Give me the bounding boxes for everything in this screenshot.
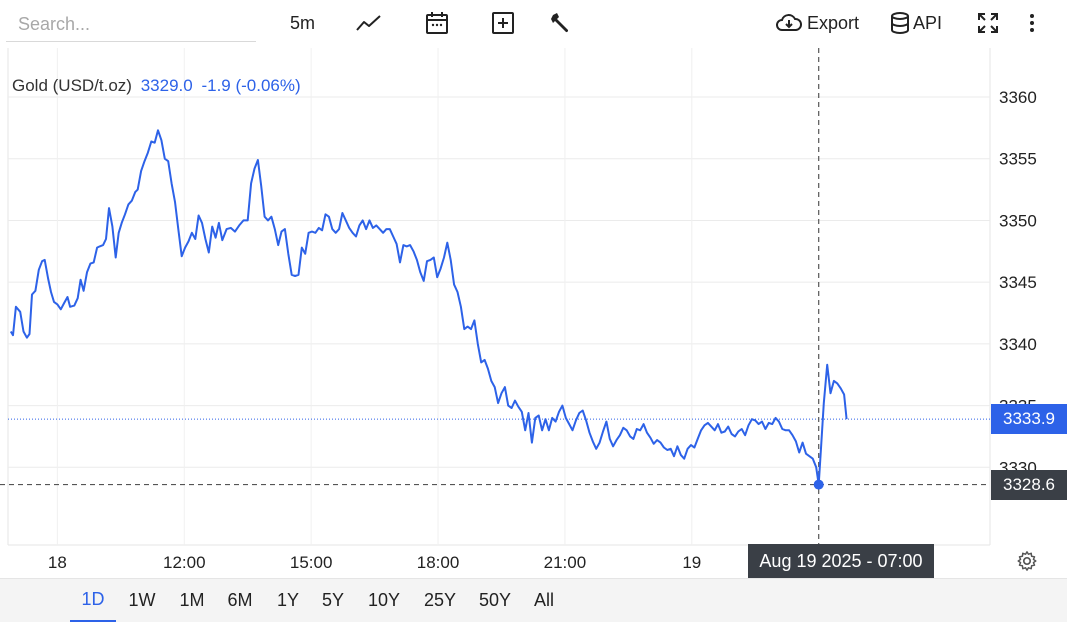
gold-price-series-line — [9, 129, 848, 486]
database-icon — [891, 12, 909, 34]
calendar-icon — [426, 12, 448, 34]
crosshair-point-marker — [813, 479, 824, 490]
x-tick-label: 18 — [48, 553, 67, 572]
legend-price: 3329.0 — [140, 76, 193, 95]
interval-selector[interactable]: 5m — [290, 8, 315, 38]
range-10y[interactable]: 10Y — [367, 590, 401, 610]
crosshair-time-tag: Aug 19 2025 - 07:00 — [748, 544, 934, 578]
range-all[interactable]: All — [533, 590, 554, 610]
interval-label: 5m — [290, 12, 316, 33]
indicators-button[interactable] — [549, 8, 573, 38]
range-25y[interactable]: 25Y — [423, 590, 457, 610]
last-price-tag: 3333.9 — [991, 404, 1067, 435]
y-tick-label: 3345 — [999, 273, 1037, 292]
export-label: Export — [807, 12, 860, 33]
more-vertical-icon — [1030, 14, 1034, 32]
range-50y[interactable]: 50Y — [478, 590, 512, 610]
range-5y[interactable]: 5Y — [321, 590, 345, 610]
legend-instrument-name: Gold (USD/t.oz) — [12, 76, 132, 95]
date-range-button[interactable] — [425, 8, 449, 38]
api-label: API — [913, 12, 943, 33]
x-tick-label: 18:00 — [417, 553, 460, 572]
x-tick-label: 21:00 — [544, 553, 587, 572]
chart-type-button[interactable] — [355, 8, 383, 38]
y-tick-label: 3360 — [999, 88, 1037, 107]
crosshair-price-tag: 3328.6 — [991, 469, 1067, 500]
x-tick-label: 12:00 — [163, 553, 206, 572]
cloud-download-icon — [776, 14, 802, 31]
api-button[interactable]: API — [890, 8, 942, 38]
range-6m[interactable]: 6M — [227, 590, 253, 610]
wrench-icon — [551, 13, 569, 33]
line-chart-icon — [356, 15, 381, 31]
range-1m[interactable]: 1M — [179, 590, 205, 610]
range-1d[interactable]: 1D — [70, 579, 116, 622]
x-tick-label: 19 — [682, 553, 701, 572]
gear-icon — [1017, 551, 1037, 571]
chart-settings-button[interactable] — [1016, 550, 1038, 577]
export-button[interactable]: Export — [775, 8, 859, 38]
price-chart[interactable]: 33303335334033453350335533601812:0015:00… — [0, 48, 1067, 578]
plus-square-icon — [492, 12, 514, 34]
y-tick-label: 3350 — [999, 211, 1037, 230]
chart-legend: Gold (USD/t.oz) 3329.0 -1.9 (-0.06%) — [12, 76, 301, 96]
fullscreen-button[interactable] — [976, 8, 1000, 38]
compare-add-button[interactable] — [491, 8, 515, 38]
range-1w[interactable]: 1W — [128, 590, 156, 610]
legend-change: -1.9 (-0.06%) — [201, 76, 301, 95]
search-box[interactable] — [6, 8, 258, 42]
range-1y[interactable]: 1Y — [276, 590, 300, 610]
fullscreen-icon — [978, 13, 998, 33]
range-selector: 1D 1W 1M 6M 1Y 5Y 10Y 25Y 50Y All — [0, 578, 1067, 622]
y-tick-label: 3340 — [999, 335, 1037, 354]
x-tick-label: 15:00 — [290, 553, 333, 572]
y-tick-label: 3355 — [999, 150, 1037, 169]
more-options-button[interactable] — [1026, 8, 1038, 38]
search-input[interactable] — [6, 8, 258, 40]
